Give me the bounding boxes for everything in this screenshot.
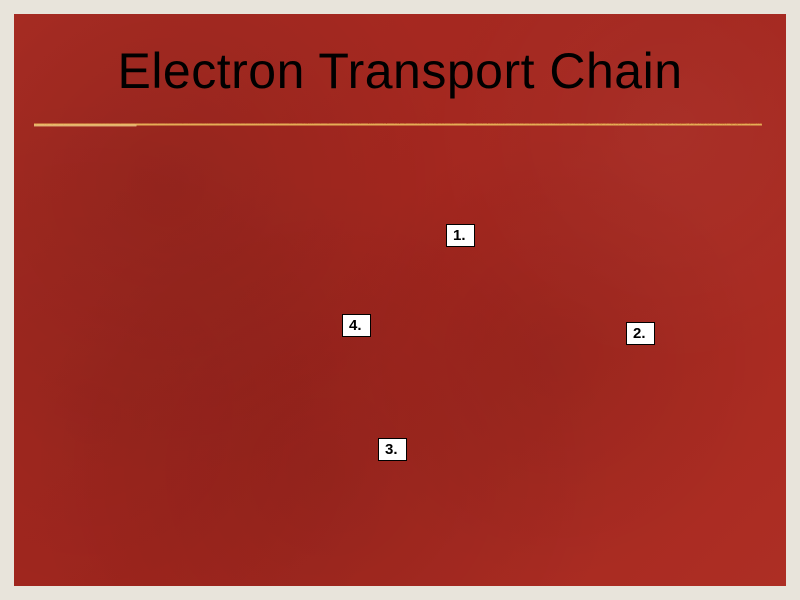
slide: Electron Transport Chain 1. 2. 3. 4. (14, 14, 786, 586)
label-box-2: 2. (626, 322, 655, 345)
slide-title: Electron Transport Chain (14, 42, 786, 100)
slide-frame: Electron Transport Chain 1. 2. 3. 4. (0, 0, 800, 600)
label-box-4: 4. (342, 314, 371, 337)
label-box-1: 1. (446, 224, 475, 247)
label-box-3: 3. (378, 438, 407, 461)
